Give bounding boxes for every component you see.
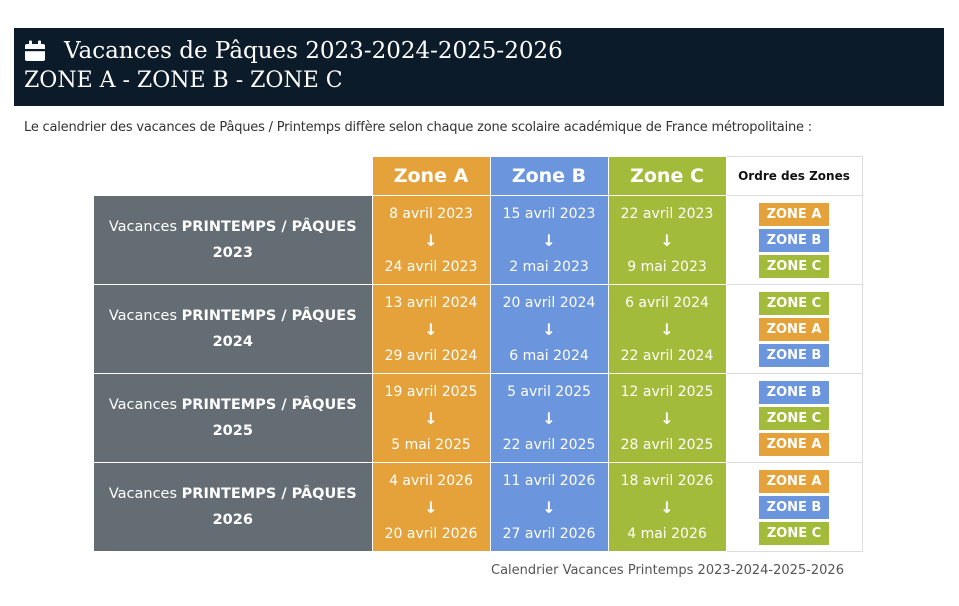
zone-badge: ZONE B xyxy=(759,228,829,252)
title-line-2: ZONE A - ZONE B - ZONE C xyxy=(24,68,343,93)
end-date: 22 avril 2024 xyxy=(620,347,714,364)
table-row: Vacances PRINTEMPS / PÂQUES 2026 4 avril 2… xyxy=(94,462,863,552)
zone-badge: ZONE C xyxy=(759,521,829,545)
row-label-prefix: Vacances xyxy=(108,218,182,235)
start-date: 19 avril 2025 xyxy=(384,383,478,400)
end-date: 6 mai 2024 xyxy=(509,347,589,364)
start-date: 20 avril 2024 xyxy=(502,294,596,311)
arrow-down-icon: ↓ xyxy=(424,230,438,250)
date-cell-zone-c: 22 avril 2023 ↓ 9 mai 2023 xyxy=(607,195,727,285)
zone-badge: ZONE C xyxy=(759,254,829,278)
start-date: 11 avril 2026 xyxy=(502,472,596,489)
zone-order-cell: ZONE A ZONE B ZONE C xyxy=(725,195,863,285)
row-label-prefix: Vacances xyxy=(108,308,182,324)
row-label: Vacances PRINTEMPS / PÂQUES 2025 xyxy=(94,373,372,463)
page-header: Vacances de Pâques 2023-2024-2025-2026 Z… xyxy=(14,28,944,106)
header-zone-c: Zone C xyxy=(607,156,727,196)
arrow-down-icon: ↓ xyxy=(660,319,674,339)
date-cell-zone-b: 11 avril 2026 ↓ 27 avril 2026 xyxy=(489,462,609,552)
zone-order-cell: ZONE A ZONE B ZONE C xyxy=(725,462,863,552)
zone-badge: ZONE B xyxy=(759,343,829,367)
row-label-bold: PRINTEMPS / PÂQUES xyxy=(181,486,357,502)
start-date: 12 avril 2025 xyxy=(620,383,714,400)
zone-badge: ZONE A xyxy=(759,469,829,493)
date-cell-zone-a: 13 avril 2024 ↓ 29 avril 2024 xyxy=(371,284,491,374)
end-date: 27 avril 2026 xyxy=(502,525,596,542)
intro-text: Le calendrier des vacances de Pâques / P… xyxy=(24,120,812,135)
table-row: Vacances PRINTEMPS / PÂQUES 2025 19 avril … xyxy=(94,373,863,463)
header-zone-b: Zone B xyxy=(489,156,609,196)
date-cell-zone-b: 15 avril 2023 ↓ 2 mai 2023 xyxy=(489,195,609,285)
row-label: Vacances PRINTEMPS / PÂQUES 2023 xyxy=(94,195,372,285)
row-year: 2025 xyxy=(212,423,253,439)
row-label-prefix: Vacances xyxy=(108,397,182,413)
arrow-down-icon: ↓ xyxy=(542,408,556,428)
row-label: Vacances PRINTEMPS / PÂQUES 2024 xyxy=(94,284,372,374)
start-date: 5 avril 2025 xyxy=(507,383,591,400)
zone-order-cell: ZONE C ZONE A ZONE B xyxy=(725,284,863,374)
arrow-down-icon: ↓ xyxy=(424,497,438,517)
table-row: Vacances PRINTEMPS / PÂQUES 2024 13 avril … xyxy=(94,284,863,374)
calendar-icon xyxy=(25,40,45,61)
end-date: 20 avril 2026 xyxy=(384,525,478,542)
zone-badge: ZONE C xyxy=(759,406,829,430)
header-zone-order: Ordre des Zones xyxy=(725,156,863,196)
arrow-down-icon: ↓ xyxy=(660,497,674,517)
end-date: 4 mai 2026 xyxy=(627,525,707,542)
start-date: 18 avril 2026 xyxy=(620,472,714,489)
table-header-row: Zone A Zone B Zone C Ordre des Zones xyxy=(94,156,863,196)
arrow-down-icon: ↓ xyxy=(424,408,438,428)
header-empty-cell xyxy=(94,156,372,196)
arrow-down-icon: ↓ xyxy=(424,319,438,339)
arrow-down-icon: ↓ xyxy=(542,230,556,250)
date-cell-zone-a: 4 avril 2026 ↓ 20 avril 2026 xyxy=(371,462,491,552)
row-label-bold: PRINTEMPS / PÂQUES xyxy=(181,308,357,324)
title-line-1: Vacances de Pâques 2023-2024-2025-2026 xyxy=(64,38,563,64)
zone-badge: ZONE A xyxy=(759,317,829,341)
table-caption: Calendrier Vacances Printemps 2023-2024-… xyxy=(491,563,844,578)
zone-badge: ZONE B xyxy=(759,380,829,404)
start-date: 15 avril 2023 xyxy=(502,205,596,222)
start-date: 22 avril 2023 xyxy=(620,205,714,222)
arrow-down-icon: ↓ xyxy=(542,497,556,517)
row-year: 2026 xyxy=(212,512,253,528)
row-label: Vacances PRINTEMPS / PÂQUES 2026 xyxy=(94,462,372,552)
end-date: 29 avril 2024 xyxy=(384,347,478,364)
arrow-down-icon: ↓ xyxy=(660,230,674,250)
end-date: 22 avril 2025 xyxy=(502,436,596,453)
table-row: Vacances PRINTEMPS / PÂQUES 2023 8 avril 2… xyxy=(94,195,863,285)
end-date: 28 avril 2025 xyxy=(620,436,714,453)
zone-badge: ZONE A xyxy=(759,432,829,456)
date-cell-zone-c: 18 avril 2026 ↓ 4 mai 2026 xyxy=(607,462,727,552)
start-date: 8 avril 2023 xyxy=(389,205,473,222)
date-cell-zone-a: 19 avril 2025 ↓ 5 mai 2025 xyxy=(371,373,491,463)
end-date: 5 mai 2025 xyxy=(391,436,471,453)
row-year: 2024 xyxy=(212,334,253,350)
end-date: 24 avril 2023 xyxy=(384,258,478,275)
vacation-table: Zone A Zone B Zone C Ordre des Zones Vac… xyxy=(94,156,863,552)
arrow-down-icon: ↓ xyxy=(542,319,556,339)
date-cell-zone-c: 12 avril 2025 ↓ 28 avril 2025 xyxy=(607,373,727,463)
date-cell-zone-b: 20 avril 2024 ↓ 6 mai 2024 xyxy=(489,284,609,374)
date-cell-zone-c: 6 avril 2024 ↓ 22 avril 2024 xyxy=(607,284,727,374)
row-year: 2023 xyxy=(212,244,253,261)
zone-badge: ZONE A xyxy=(759,202,829,226)
date-cell-zone-b: 5 avril 2025 ↓ 22 avril 2025 xyxy=(489,373,609,463)
zone-badge: ZONE C xyxy=(759,291,829,315)
date-cell-zone-a: 8 avril 2023 ↓ 24 avril 2023 xyxy=(371,195,491,285)
end-date: 9 mai 2023 xyxy=(627,258,707,275)
start-date: 4 avril 2026 xyxy=(389,472,473,489)
page-title: Vacances de Pâques 2023-2024-2025-2026 xyxy=(24,36,944,66)
zone-badge: ZONE B xyxy=(759,495,829,519)
row-label-bold: PRINTEMPS / PÂQUES xyxy=(181,218,357,235)
arrow-down-icon: ↓ xyxy=(660,408,674,428)
header-zone-a: Zone A xyxy=(371,156,491,196)
zone-order-cell: ZONE B ZONE C ZONE A xyxy=(725,373,863,463)
end-date: 2 mai 2023 xyxy=(509,258,589,275)
row-label-bold: PRINTEMPS / PÂQUES xyxy=(181,397,357,413)
row-label-prefix: Vacances xyxy=(108,486,182,502)
start-date: 13 avril 2024 xyxy=(384,294,478,311)
start-date: 6 avril 2024 xyxy=(625,294,709,311)
